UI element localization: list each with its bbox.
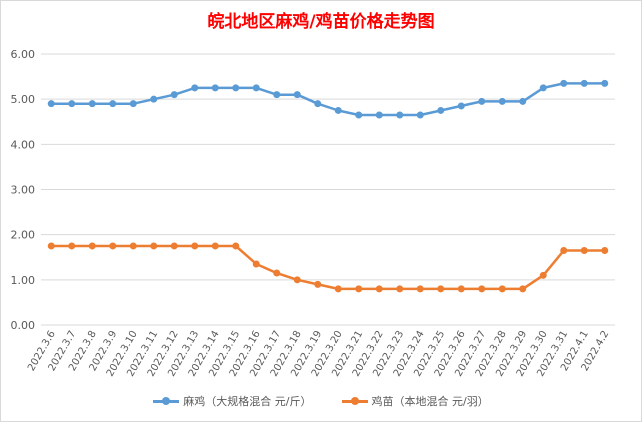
data-point-s2-18 <box>416 285 424 293</box>
data-point-s2-0 <box>47 242 55 250</box>
data-point-s1-21 <box>478 97 486 105</box>
data-point-s1-25 <box>560 79 568 87</box>
data-point-s1-4 <box>129 100 137 108</box>
data-point-s1-22 <box>498 97 506 105</box>
data-point-s1-13 <box>314 100 322 108</box>
data-point-s1-1 <box>68 100 76 108</box>
data-point-s1-12 <box>293 91 301 99</box>
data-point-s2-21 <box>478 285 486 293</box>
y-tick-label-2: 2.00 <box>11 229 36 242</box>
series-line-1 <box>51 82 605 117</box>
y-tick-label-5: 5.00 <box>11 93 36 106</box>
data-point-s1-18 <box>416 111 424 119</box>
data-point-s1-16 <box>375 111 383 119</box>
data-point-s1-0 <box>47 100 55 108</box>
data-point-s2-4 <box>129 242 137 250</box>
legend-label-series-2: 鸡苗（本地混合 元/羽） <box>371 395 489 408</box>
data-point-s1-11 <box>273 91 281 99</box>
legend-item-series-1: 麻鸡（大规格混合 元/斤） <box>153 393 312 409</box>
data-point-s1-17 <box>396 111 404 119</box>
data-point-s2-16 <box>375 285 383 293</box>
data-point-s2-7 <box>191 242 199 250</box>
data-point-s1-15 <box>355 111 363 119</box>
y-tick-label-1: 1.00 <box>11 274 36 287</box>
y-tick-label-6: 6.00 <box>11 48 36 61</box>
data-point-s2-15 <box>355 285 363 293</box>
data-point-s1-5 <box>150 95 158 103</box>
data-point-s2-11 <box>273 269 281 277</box>
data-point-s2-6 <box>170 242 178 250</box>
data-point-s2-22 <box>498 285 506 293</box>
data-point-s2-12 <box>293 276 301 284</box>
y-tick-label-4: 4.00 <box>11 138 36 151</box>
data-point-s2-8 <box>211 242 219 250</box>
legend-swatch-series-2 <box>341 396 368 406</box>
data-point-s1-10 <box>252 84 260 92</box>
y-tick-label-3: 3.00 <box>11 184 36 197</box>
legend-label-series-1: 麻鸡（大规格混合 元/斤） <box>183 395 312 408</box>
data-point-s2-1 <box>68 242 76 250</box>
data-point-s1-6 <box>170 91 178 99</box>
data-point-s2-20 <box>457 285 465 293</box>
data-point-s2-13 <box>314 280 322 288</box>
data-point-s2-17 <box>396 285 404 293</box>
data-point-s1-23 <box>519 97 527 105</box>
data-point-s2-10 <box>252 260 260 268</box>
data-point-s2-19 <box>437 285 445 293</box>
chart-title: 皖北地区麻鸡/鸡苗价格走势图 <box>207 12 435 32</box>
legend-swatch-series-1 <box>153 396 180 406</box>
data-point-s2-23 <box>519 285 527 293</box>
data-point-s1-3 <box>109 100 117 108</box>
legend: 麻鸡（大规格混合 元/斤） 鸡苗（本地混合 元/羽） <box>1 393 641 409</box>
data-point-s1-2 <box>88 100 96 108</box>
data-point-s2-2 <box>88 242 96 250</box>
data-point-s1-20 <box>457 102 465 110</box>
data-point-s1-26 <box>580 79 588 87</box>
data-point-s2-3 <box>109 242 117 250</box>
data-point-s1-9 <box>232 84 240 92</box>
data-point-s1-14 <box>334 106 342 114</box>
y-tick-label-0: 0.00 <box>11 319 36 332</box>
data-point-s2-25 <box>560 246 568 254</box>
data-point-s1-7 <box>191 84 199 92</box>
series-line-2 <box>51 244 605 291</box>
data-point-s2-26 <box>580 246 588 254</box>
data-point-s2-14 <box>334 285 342 293</box>
data-point-s2-24 <box>539 271 547 279</box>
data-point-s2-9 <box>232 242 240 250</box>
data-point-s1-24 <box>539 84 547 92</box>
data-point-s1-19 <box>437 106 445 114</box>
data-point-s1-27 <box>601 79 609 87</box>
data-point-s1-8 <box>211 84 219 92</box>
legend-item-series-2: 鸡苗（本地混合 元/羽） <box>341 393 489 409</box>
data-point-s2-5 <box>150 242 158 250</box>
data-point-s2-27 <box>601 246 609 254</box>
